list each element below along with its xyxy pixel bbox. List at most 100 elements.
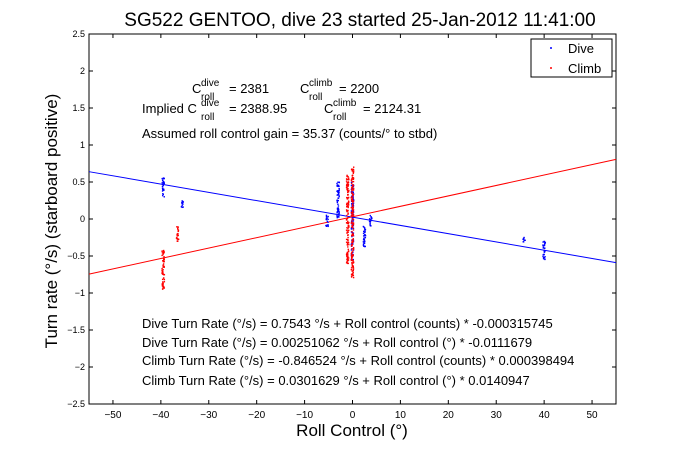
point-climb: [351, 264, 354, 267]
point-dive: [338, 212, 340, 215]
point-dive: [327, 215, 329, 218]
point-dive: [162, 193, 164, 195]
point-dive: [364, 228, 367, 231]
point-climb: [347, 201, 350, 204]
point-climb: [351, 270, 353, 272]
point-climb: [162, 260, 164, 262]
point-climb: [163, 278, 166, 281]
point-climb: [161, 269, 163, 272]
point-climb: [352, 250, 354, 252]
point-dive: [543, 243, 546, 245]
x-tick-label: −50: [104, 410, 121, 421]
point-dive: [363, 241, 365, 244]
point-climb: [347, 177, 350, 179]
point-dive: [182, 206, 184, 208]
point-dive: [363, 242, 366, 244]
x-tick-label: 30: [491, 410, 503, 421]
point-dive: [543, 240, 545, 243]
point-climb: [163, 255, 165, 258]
point-dive: [362, 235, 365, 237]
implied-climb-subscript: roll: [333, 112, 346, 123]
legend-marker-dive: [550, 47, 552, 49]
point-climb: [348, 178, 350, 181]
point-dive: [543, 249, 545, 252]
point-climb: [351, 215, 353, 218]
point-climb: [347, 231, 349, 233]
point-climb: [176, 240, 179, 242]
x-axis-ticks: −50 −40 −30 −20 −10 0 10 20 30 40 50: [104, 34, 598, 421]
point-climb: [351, 218, 354, 220]
x-tick-label: 50: [586, 410, 598, 421]
point-dive: [337, 191, 339, 193]
point-dive: [370, 217, 373, 219]
point-dive: [326, 224, 328, 226]
legend-label-dive: Dive: [568, 41, 594, 56]
point-climb: [162, 270, 164, 273]
dive-fit-degrees-equation: Dive Turn Rate (°/s) = 0.00251062 °/s + …: [142, 335, 532, 350]
point-dive: [337, 209, 339, 211]
point-dive: [542, 258, 545, 260]
point-climb: [348, 189, 350, 192]
point-dive: [338, 214, 340, 216]
point-dive: [162, 179, 164, 181]
c-dive-superscript: dive: [201, 78, 220, 89]
point-climb: [351, 192, 353, 195]
point-climb: [177, 229, 180, 231]
point-climb: [346, 185, 348, 187]
point-climb: [347, 198, 349, 200]
point-dive: [369, 223, 371, 225]
point-climb: [351, 213, 353, 215]
point-dive: [363, 238, 365, 240]
point-climb: [352, 265, 354, 267]
point-climb: [352, 178, 355, 181]
point-climb: [347, 242, 349, 244]
point-climb: [347, 225, 349, 227]
point-climb: [352, 172, 355, 174]
c-dive-symbol: C: [192, 81, 201, 96]
point-climb: [350, 179, 353, 181]
point-climb: [352, 193, 354, 195]
point-climb: [163, 273, 165, 276]
point-dive: [161, 182, 163, 184]
point-dive: [162, 184, 164, 187]
point-climb: [177, 238, 180, 241]
point-climb: [161, 254, 163, 257]
point-dive: [163, 196, 165, 198]
point-dive: [327, 225, 329, 227]
point-climb: [352, 211, 354, 214]
point-climb: [162, 259, 165, 261]
point-climb: [347, 203, 350, 206]
point-dive: [336, 185, 338, 187]
point-climb: [162, 281, 164, 283]
point-climb: [347, 194, 349, 196]
point-dive: [351, 218, 353, 221]
point-climb: [351, 273, 354, 276]
point-dive: [325, 225, 328, 227]
point-climb: [346, 186, 348, 189]
y-tick-label: −1: [75, 288, 85, 298]
point-climb: [347, 259, 350, 261]
point-climb: [352, 177, 354, 179]
point-climb: [177, 228, 179, 231]
point-climb: [347, 229, 349, 231]
point-climb: [352, 194, 354, 196]
point-climb: [351, 251, 353, 253]
y-axis-label: Turn rate (°/s) (starboard positive): [42, 94, 61, 349]
point-climb: [351, 176, 354, 178]
x-tick-label: 20: [443, 410, 455, 421]
point-climb: [351, 186, 354, 189]
point-climb: [352, 254, 354, 257]
point-dive: [338, 215, 340, 217]
point-dive: [181, 204, 183, 207]
point-climb: [351, 208, 354, 211]
point-dive: [352, 191, 354, 194]
implied-climb-superscript: climb: [333, 98, 357, 109]
point-climb: [163, 287, 166, 289]
y-tick-label: −2: [75, 362, 85, 372]
point-dive: [350, 210, 353, 212]
point-climb: [346, 217, 348, 220]
point-climb: [351, 239, 354, 241]
point-dive: [352, 199, 355, 201]
point-dive: [337, 208, 340, 210]
point-climb: [347, 213, 349, 215]
